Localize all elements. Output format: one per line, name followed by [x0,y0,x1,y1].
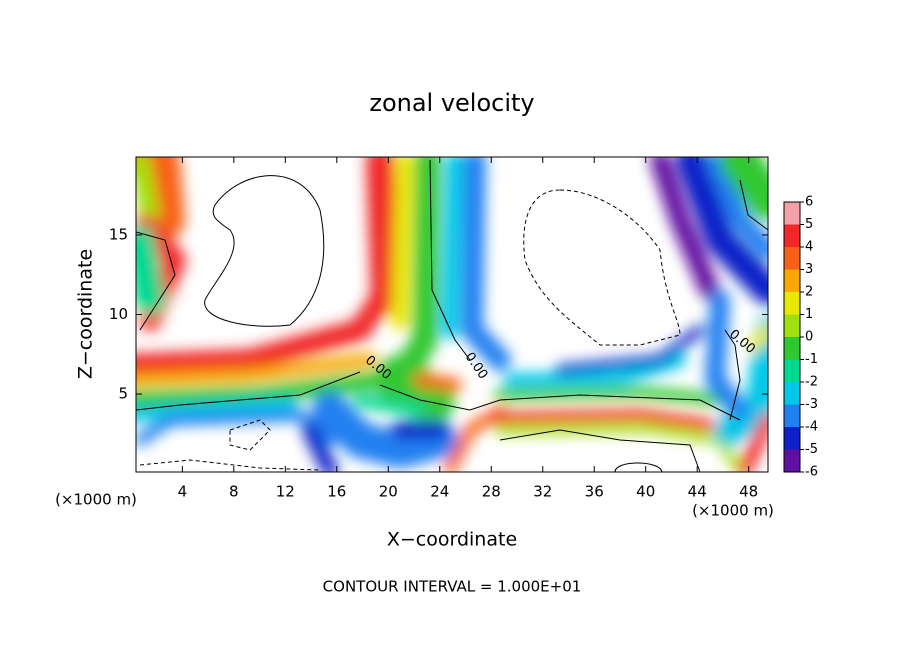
x-tick-label: 28 [482,483,501,501]
y-tick-label: 5 [118,385,128,403]
colorbar-swatch [784,269,800,292]
colorbar-swatch [784,427,800,450]
colorbar-swatch [784,292,800,315]
colorbar-label: 0 [805,330,813,345]
colorbar-label: -4 [805,420,818,435]
colorbar-label: -2 [805,375,818,390]
colorbar-label: 5 [805,217,813,232]
x-tick-label: 48 [739,483,758,501]
x-tick-label: 16 [327,483,346,501]
colorbar-label: -3 [805,397,818,412]
colorbar-swatch [784,337,800,360]
colorbar-swatch [784,449,800,472]
y-tick-label: 15 [109,225,128,243]
x-unit: (×1000 m) [692,502,774,520]
colorbar-label: 3 [805,262,813,277]
colorbar-label: 2 [805,285,813,300]
colorbar-swatch [784,314,800,337]
x-tick-label: 20 [379,483,398,501]
colorbar-label: -6 [805,465,818,480]
x-tick-label: 32 [533,483,552,501]
x-axis-label: X−coordinate [387,529,517,551]
colorbar-label: 4 [805,240,813,255]
footer: CONTOUR INTERVAL = 1.000E+01 [323,578,582,596]
colorbar-swatch [784,224,800,247]
colorbar-label: -1 [805,352,818,367]
y-tick-label: 10 [109,305,128,323]
x-tick-label: 36 [585,483,604,501]
x-unit: (×1000 m) [55,491,137,509]
colorbar-label: 6 [805,195,813,210]
colorbar: 6 5 4 3 2 1 0 -1 -2 -3 -4 -5 -6 [783,195,818,480]
y-axis-label: Z−coordinate [75,249,97,379]
colorbar-label: 1 [805,307,813,322]
colorbar-swatch [784,404,800,427]
field [136,157,768,472]
colorbar-label: -5 [805,442,818,457]
x-tick-label: 44 [688,483,707,501]
colorbar-swatch [784,202,800,225]
chart-title: zonal velocity [369,89,534,117]
colorbar-swatch [784,247,800,270]
x-tick-label: 4 [178,483,188,501]
colorbar-swatch [784,359,800,382]
colorbar-swatch [784,382,800,405]
x-tick-label: 40 [636,483,655,501]
x-tick-label: 24 [430,483,449,501]
x-tick-label: 12 [276,483,295,501]
x-tick-label: 8 [229,483,239,501]
